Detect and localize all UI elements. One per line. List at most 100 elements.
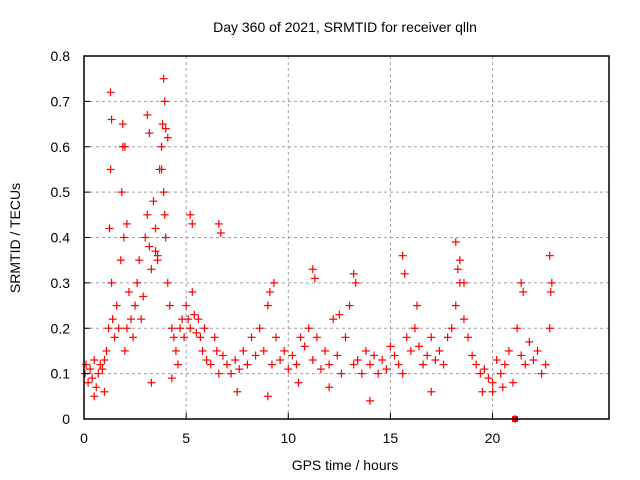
data-point bbox=[386, 342, 395, 351]
x-axis-label: GPS time / hours bbox=[292, 457, 399, 473]
data-point bbox=[284, 365, 293, 374]
data-point bbox=[151, 224, 160, 233]
data-point bbox=[312, 333, 321, 342]
data-point bbox=[149, 197, 158, 206]
data-point bbox=[105, 224, 114, 233]
data-point bbox=[104, 324, 113, 333]
data-point bbox=[137, 315, 146, 324]
data-point bbox=[500, 360, 509, 369]
data-point bbox=[182, 301, 191, 310]
data-point bbox=[218, 351, 227, 360]
data-point bbox=[176, 324, 185, 333]
data-point bbox=[122, 219, 131, 228]
data-points bbox=[81, 74, 556, 423]
data-point bbox=[472, 360, 481, 369]
data-point bbox=[374, 369, 383, 378]
data-point bbox=[272, 333, 281, 342]
data-point bbox=[119, 233, 128, 242]
data-point bbox=[316, 365, 325, 374]
data-point bbox=[382, 365, 391, 374]
data-point bbox=[519, 287, 528, 296]
data-point bbox=[141, 233, 150, 242]
data-point bbox=[459, 315, 468, 324]
data-point bbox=[163, 278, 172, 287]
data-point bbox=[349, 360, 358, 369]
data-point bbox=[184, 315, 193, 324]
data-point bbox=[537, 369, 546, 378]
data-point bbox=[92, 383, 101, 392]
data-point bbox=[547, 278, 556, 287]
data-point bbox=[235, 365, 244, 374]
data-point bbox=[529, 356, 538, 365]
data-point bbox=[370, 351, 379, 360]
data-point bbox=[459, 278, 468, 287]
data-point bbox=[198, 346, 207, 355]
data-point bbox=[190, 310, 199, 319]
data-point bbox=[88, 374, 97, 383]
data-point bbox=[310, 274, 319, 283]
data-point bbox=[431, 356, 440, 365]
data-point bbox=[464, 333, 473, 342]
data-point bbox=[86, 365, 95, 374]
data-point bbox=[186, 210, 195, 219]
y-tick-label: 0.5 bbox=[51, 184, 71, 200]
data-point bbox=[106, 165, 115, 174]
data-point bbox=[423, 351, 432, 360]
data-point bbox=[427, 333, 436, 342]
data-point bbox=[321, 346, 330, 355]
data-point bbox=[129, 333, 138, 342]
data-point bbox=[296, 333, 305, 342]
data-point bbox=[117, 188, 126, 197]
data-point bbox=[478, 387, 487, 396]
data-point bbox=[167, 324, 176, 333]
data-point bbox=[106, 88, 115, 97]
data-point bbox=[90, 356, 99, 365]
data-point bbox=[163, 133, 172, 142]
data-point bbox=[488, 387, 497, 396]
y-tick-label: 0.6 bbox=[51, 139, 71, 155]
data-point bbox=[439, 360, 448, 369]
data-point bbox=[210, 333, 219, 342]
data-point bbox=[294, 378, 303, 387]
data-point bbox=[180, 333, 189, 342]
data-point bbox=[498, 383, 507, 392]
y-tick-label: 0.8 bbox=[51, 48, 71, 64]
data-point bbox=[247, 333, 256, 342]
data-point bbox=[517, 351, 526, 360]
data-point bbox=[157, 142, 166, 151]
data-point bbox=[145, 129, 154, 138]
data-point bbox=[513, 324, 522, 333]
data-point bbox=[412, 301, 421, 310]
data-point bbox=[212, 346, 221, 355]
data-point bbox=[398, 369, 407, 378]
data-point bbox=[351, 278, 360, 287]
data-point bbox=[239, 346, 248, 355]
data-point bbox=[447, 324, 456, 333]
data-point bbox=[131, 301, 140, 310]
data-point bbox=[143, 110, 152, 119]
data-point bbox=[112, 301, 121, 310]
data-point bbox=[159, 74, 168, 83]
data-point bbox=[398, 251, 407, 260]
y-tick-label: 0.4 bbox=[51, 230, 71, 246]
data-point bbox=[114, 324, 123, 333]
data-point bbox=[265, 287, 274, 296]
data-point bbox=[98, 365, 107, 374]
data-point bbox=[402, 333, 411, 342]
data-point bbox=[263, 392, 272, 401]
data-point bbox=[455, 256, 464, 265]
data-point bbox=[165, 301, 174, 310]
y-tick-label: 0.2 bbox=[51, 320, 71, 336]
y-tick-label: 0.3 bbox=[51, 275, 71, 291]
data-point bbox=[333, 351, 342, 360]
data-point bbox=[120, 346, 129, 355]
data-point bbox=[108, 315, 117, 324]
data-point bbox=[118, 120, 127, 129]
data-point bbox=[443, 333, 452, 342]
data-point bbox=[120, 142, 129, 151]
x-axis-ticks: 0 5 10 15 20 bbox=[80, 413, 501, 446]
data-point bbox=[484, 374, 493, 383]
data-point bbox=[269, 278, 278, 287]
data-point bbox=[196, 333, 205, 342]
